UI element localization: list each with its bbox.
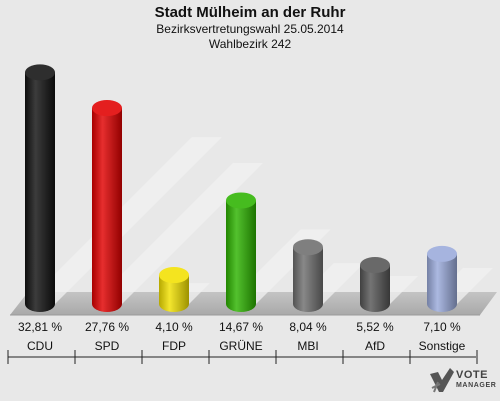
logo-manager-text: MANAGER: [456, 382, 497, 389]
bar-body: [159, 275, 189, 312]
bar-body: [360, 265, 390, 312]
chart-district: Wahlbezirk 242: [208, 37, 292, 51]
category-label: FDP: [162, 339, 186, 353]
bar-cdu: [25, 64, 55, 313]
bar-grüne: [226, 192, 256, 312]
chart-header: Stadt Mülheim an der Ruhr Bezirksvertret…: [0, 4, 500, 52]
category-label: SPD: [95, 339, 120, 353]
bar-body: [226, 200, 256, 312]
bar-top: [92, 100, 122, 117]
category-label: AfD: [365, 339, 385, 353]
category-label: GRÜNE: [219, 339, 262, 353]
bar-fdp: [159, 267, 189, 312]
bar-shadow: [92, 162, 264, 304]
value-label: 27,76 %: [85, 320, 129, 334]
category-label: MBI: [297, 339, 318, 353]
value-label: 7,10 %: [423, 320, 461, 334]
bar-mbi: [293, 239, 323, 312]
bar-top: [427, 245, 457, 262]
category-label: Sonstige: [419, 339, 466, 353]
chart-subtitle: Bezirksvertretungswahl 25.05.2014: [156, 22, 344, 36]
category-label: CDU: [27, 339, 53, 353]
bar-body: [427, 253, 457, 312]
vote-manager-logo: VOTE MANAGER: [428, 366, 496, 398]
logo-vote-text: VOTE: [456, 369, 488, 381]
value-label: 4,10 %: [155, 320, 193, 334]
bar-top: [25, 64, 55, 81]
bar-sonstige: [427, 245, 457, 312]
bar-top: [159, 267, 189, 284]
bar-spd: [92, 100, 122, 312]
bar-afd: [360, 257, 390, 312]
bar-top: [360, 257, 390, 274]
value-label: 14,67 %: [219, 320, 263, 334]
value-label: 32,81 %: [18, 320, 62, 334]
bar-top: [293, 239, 323, 256]
value-label: 5,52 %: [356, 320, 394, 334]
value-label: 8,04 %: [289, 320, 327, 334]
bar-body: [92, 108, 122, 312]
bar-shadow: [25, 137, 222, 304]
chart-title: Stadt Mülheim an der Ruhr: [154, 4, 346, 21]
ballot-cross-icon: [430, 368, 454, 393]
bar-body: [293, 247, 323, 312]
bar-top: [226, 192, 256, 209]
bar-body: [25, 72, 55, 313]
